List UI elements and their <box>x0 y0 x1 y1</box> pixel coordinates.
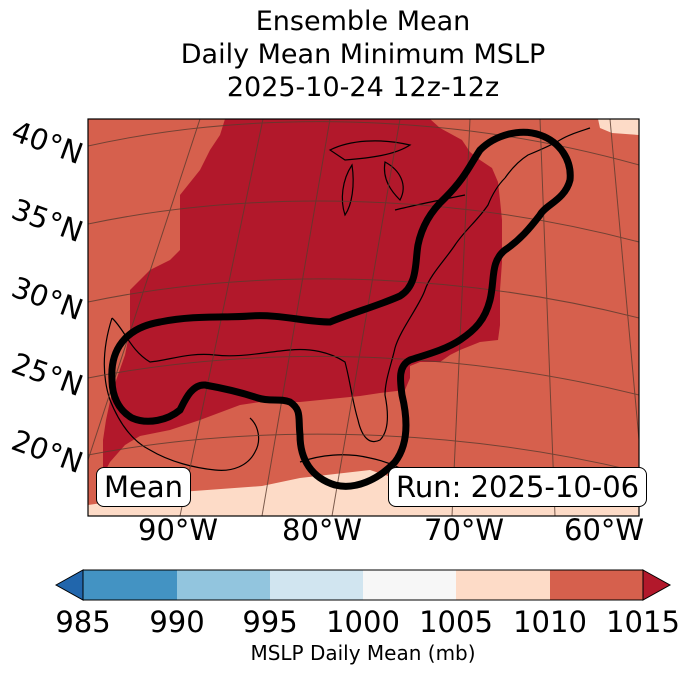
gulf-coast <box>111 177 506 443</box>
meridian-65W <box>609 119 639 441</box>
colorbar-tick-985: 985 <box>55 605 111 639</box>
graticule <box>88 119 639 516</box>
parallel-30N <box>88 278 639 319</box>
great-lake-superior <box>328 140 412 161</box>
run-date-box: Run: 2025-10-06 <box>388 467 648 507</box>
parallel-35N <box>88 200 639 243</box>
meridian-80W <box>331 119 401 516</box>
colorbar-bin-990-995 <box>177 570 270 600</box>
colorbar-tick-1010: 1010 <box>513 605 587 639</box>
colorbar-bin-995-1000 <box>270 570 363 600</box>
parallel-25N <box>88 355 639 396</box>
mslp-contour <box>108 128 574 490</box>
colorbar-bin-1000-1005 <box>363 570 456 600</box>
great-lake-erie-ontario <box>394 194 466 211</box>
mexico-coast <box>103 317 260 471</box>
meridian-70W <box>539 119 556 516</box>
colorbar-label: MSLP Daily Mean (mb) <box>250 641 476 665</box>
colorbar-extend-low <box>54 569 84 601</box>
colorbar-tick-1005: 1005 <box>419 605 493 639</box>
field-1005-1010-northeast <box>598 119 639 135</box>
colorbar-tick-990: 990 <box>149 605 205 639</box>
great-lake-huron <box>383 161 404 201</box>
colorbar-bin-1010-1015 <box>550 570 643 600</box>
parallel-20N <box>88 433 639 473</box>
colorbar-frame <box>82 569 644 601</box>
colorbar-tick-995: 995 <box>242 605 298 639</box>
meridian-75W <box>451 119 471 516</box>
lon-label-60w: 60°W <box>564 513 645 547</box>
title-line-2: Daily Mean Minimum MSLP <box>180 39 546 70</box>
colorbar-bin-985-990 <box>83 570 177 600</box>
colorbar-tick-1000: 1000 <box>326 605 400 639</box>
mean-label-box: Mean <box>96 467 192 507</box>
lon-label-70w: 70°W <box>424 513 505 547</box>
colorbar-extend-high <box>642 569 672 601</box>
title-line-3: 2025-10-24 12z-12z <box>226 72 500 103</box>
colorbar-tick-1015: 1015 <box>606 605 680 639</box>
northeast-coast <box>504 127 591 179</box>
lon-label-90w: 90°W <box>138 513 219 547</box>
great-lake-michigan <box>341 163 354 217</box>
lon-label-80w: 80°W <box>282 513 363 547</box>
title-line-1: Ensemble Mean <box>255 6 471 37</box>
map-frame <box>87 118 640 517</box>
colorbar-bin-1005-1010 <box>456 570 550 600</box>
meridian-95W <box>88 119 201 461</box>
